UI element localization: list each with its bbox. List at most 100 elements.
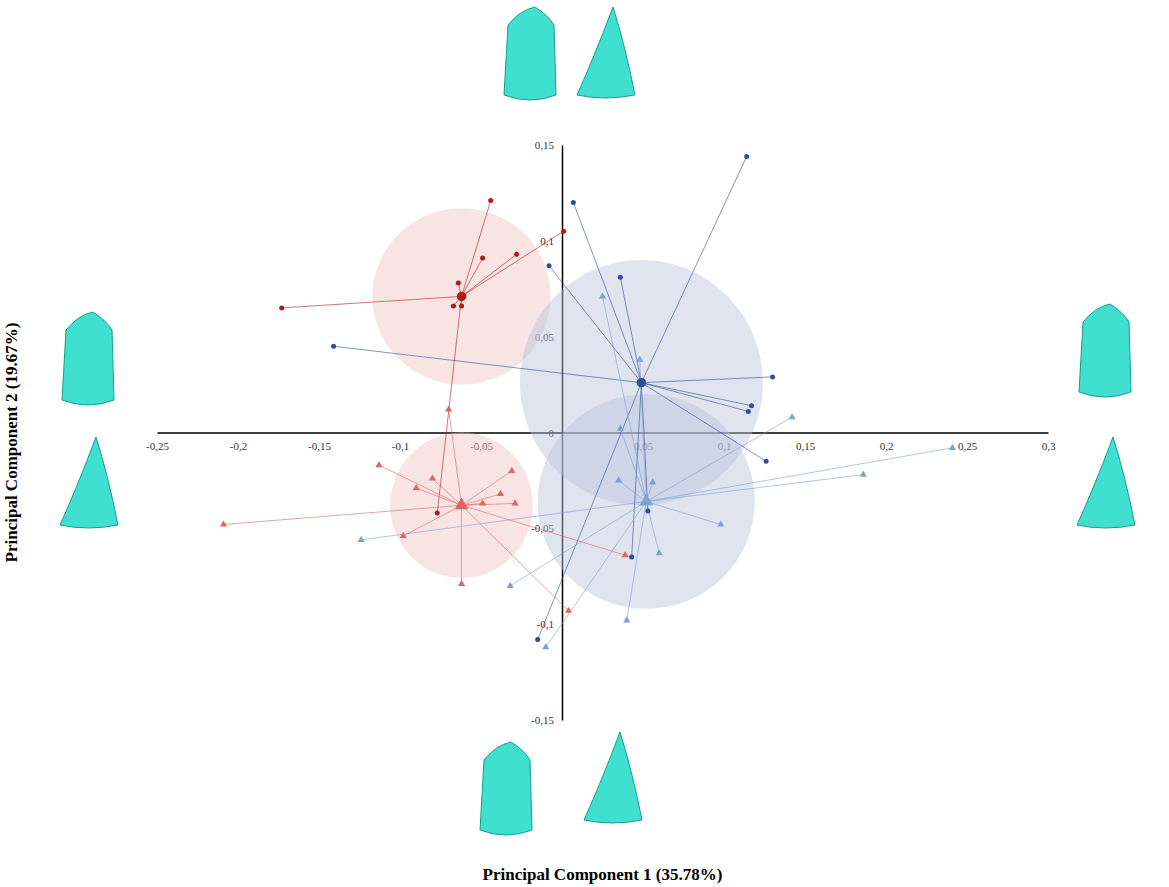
spoke (620, 429, 646, 502)
spoke (462, 201, 491, 297)
spoke (437, 296, 461, 513)
centroid (457, 292, 466, 301)
spoke (641, 377, 772, 383)
y-axis-title: Principal Component 2 (19.67%) (2, 323, 21, 563)
point (615, 476, 622, 482)
spoke (573, 203, 641, 383)
point (435, 510, 440, 515)
tooth-image (1079, 304, 1131, 397)
point (649, 478, 656, 484)
spoke (462, 503, 515, 505)
spoke (641, 383, 751, 406)
spoke (462, 471, 512, 506)
spoke (538, 383, 642, 640)
point (514, 252, 519, 257)
spoke (641, 383, 766, 462)
spoke (462, 254, 517, 296)
spoke (603, 296, 647, 501)
x-tick-label: 0,15 (796, 440, 816, 452)
point (279, 305, 284, 310)
tooth-image (480, 742, 532, 835)
spoke (619, 480, 647, 501)
point (571, 200, 576, 205)
spoke (646, 502, 659, 554)
centroid (455, 497, 469, 509)
x-tick-label: -0,15 (308, 440, 331, 452)
point (565, 607, 572, 613)
x-tick-label: 0,25 (958, 440, 978, 452)
ellipses (372, 208, 762, 609)
point (629, 555, 634, 560)
tooth-image (577, 7, 635, 98)
point (860, 471, 867, 477)
point (331, 344, 336, 349)
x-tick: -0,2 (230, 433, 247, 453)
point (429, 474, 436, 480)
x-tick: 0,25 (958, 433, 978, 453)
point (749, 403, 754, 408)
spoke (223, 505, 461, 524)
plot-area (220, 154, 956, 649)
spoke (462, 231, 564, 296)
spoke (432, 479, 461, 506)
tooth-image (60, 437, 118, 528)
y-tick-label: -0,15 (531, 714, 554, 726)
x-tick-label: 0,2 (880, 440, 894, 452)
points (220, 154, 956, 649)
centroid (637, 378, 646, 387)
x-axis-title: Principal Component 1 (35.78%) (483, 865, 723, 884)
point (645, 509, 650, 514)
spoke (403, 505, 461, 536)
spoke (549, 266, 641, 383)
point (744, 154, 749, 159)
x-tick: -0,15 (308, 433, 331, 453)
point (949, 444, 956, 450)
spoke (379, 465, 462, 505)
point (636, 356, 643, 362)
spoke (646, 475, 863, 502)
spoke (646, 502, 721, 525)
point (456, 280, 461, 285)
y-tick: 0,1 (540, 235, 562, 247)
point (542, 643, 549, 649)
spoke (462, 494, 501, 506)
spoke (546, 502, 646, 648)
x-tick-label: 0,3 (1042, 440, 1056, 452)
spoke (620, 277, 641, 382)
spoke (641, 157, 746, 383)
y-tick: -0,15 (531, 714, 562, 726)
point (535, 637, 540, 642)
tooth-image (1077, 437, 1135, 528)
point (617, 425, 624, 431)
y-tick-label: 0,15 (535, 139, 555, 151)
tooth-image (62, 312, 114, 405)
point (375, 461, 382, 467)
spoke (641, 383, 748, 412)
x-tick-label: -0,25 (146, 440, 169, 452)
spokes (223, 157, 952, 648)
spoke (449, 410, 462, 506)
point (764, 459, 769, 464)
point (561, 229, 566, 234)
spoke (510, 502, 646, 586)
point (618, 275, 623, 280)
point (622, 551, 629, 557)
x-tick: 0,2 (880, 433, 894, 453)
point (413, 484, 420, 490)
spoke (416, 488, 461, 505)
x-tick: 0,15 (796, 433, 816, 453)
x-tick: 0,3 (1042, 433, 1056, 453)
point (451, 303, 456, 308)
spoke (627, 502, 646, 621)
point (479, 499, 486, 505)
point (400, 532, 407, 538)
confidence-ellipse (538, 394, 755, 609)
spoke (282, 296, 462, 308)
point (788, 413, 795, 419)
point (623, 616, 630, 622)
tooth-image (504, 7, 556, 100)
point (717, 520, 724, 526)
point (547, 263, 552, 268)
point (770, 374, 775, 379)
point (445, 405, 452, 411)
